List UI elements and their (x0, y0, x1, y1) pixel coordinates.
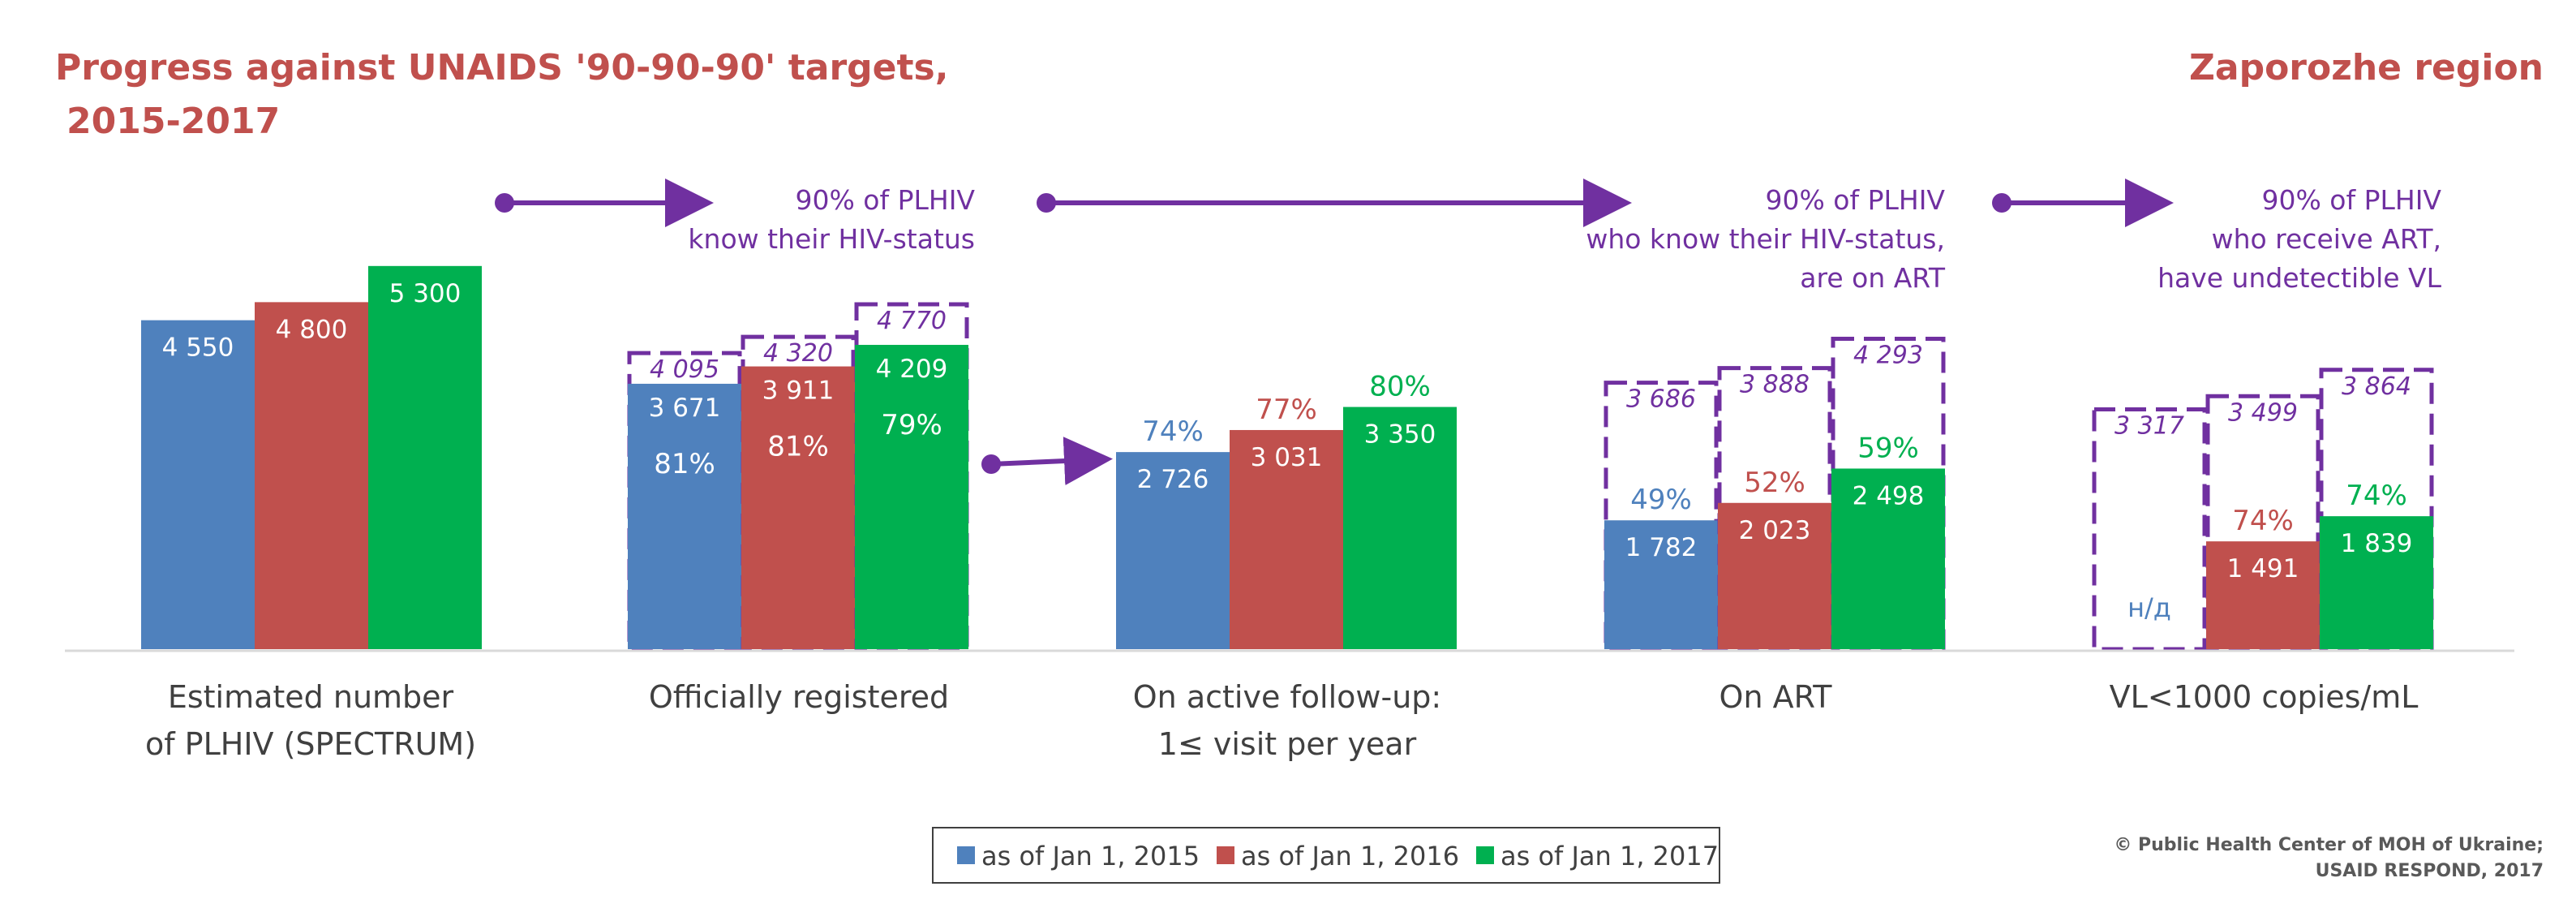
footer-line2: USAID RESPOND, 2017 (2316, 861, 2544, 881)
followup-arrow-dot (981, 454, 1001, 474)
target-3-line1: 90% of PLHIV (2261, 184, 2441, 216)
bar-label-1-1: 3 911 (762, 377, 835, 406)
target-label-3-1: 3 888 (1740, 371, 1810, 399)
bar-label-1-2: 4 209 (876, 355, 948, 384)
bar-percent-1-0: 81% (654, 448, 715, 480)
target-2-line1: 90% of PLHIV (1765, 184, 1945, 216)
chart-title-line2: 2015-2017 (67, 101, 280, 142)
target-2-line3: are on ART (1800, 262, 1946, 294)
category-label-2-line1: On active follow-up: (1133, 679, 1441, 715)
target-3-line2: who receive ART, (2212, 223, 2441, 255)
legend-swatch-2016 (1217, 846, 1234, 864)
target-1-line2: know their HIV-status (688, 223, 975, 255)
bar-label-3-1: 2 023 (1739, 516, 1811, 545)
category-label-2-line2: 1≤ visit per year (1158, 726, 1417, 762)
bar-percent-1-1: 81% (767, 431, 829, 463)
target-3-line3: have undetectible VL (2157, 262, 2442, 294)
legend-swatch-2015 (957, 846, 975, 864)
footer-line1: © Public Health Center of MOH of Ukraine… (2114, 835, 2544, 855)
bar-2-2 (1343, 407, 1457, 649)
target-arrow-1-dot (495, 193, 514, 213)
category-label-1-line1: Officially registered (649, 679, 949, 715)
bar-percent-2-0: 74% (1142, 415, 1204, 448)
target-label-1-1: 4 320 (763, 339, 833, 368)
bar-percent-3-1: 52% (1744, 467, 1805, 499)
bar-label-0-1: 4 800 (276, 315, 348, 344)
bar-label-4-2: 1 839 (2341, 529, 2413, 558)
target-label-4-0: 3 317 (2114, 411, 2184, 440)
legend: as of Jan 1, 2015 as of Jan 1, 2016 as o… (932, 827, 1720, 884)
target-label-1-2: 4 770 (877, 307, 947, 335)
bar-1-1 (741, 366, 855, 649)
plot-area: 4 550 4 800 5 300 4 095 3 671 81% 4 320 3 911 81… (141, 265, 2434, 652)
bar-percent-2-1: 77% (1256, 394, 1317, 426)
target-2-line2: who know their HIV-status, (1586, 223, 1945, 255)
target-arrow-3-dot (1992, 193, 2011, 213)
bar-3-0 (1604, 520, 1718, 649)
bar-label-1-0: 3 671 (649, 394, 721, 423)
legend-swatch-2017 (1476, 846, 1494, 864)
bar-label-2-2: 3 350 (1364, 420, 1436, 450)
bar-label-3-0: 1 782 (1625, 533, 1698, 562)
legend-label-2017: as of Jan 1, 2017 (1501, 841, 1719, 871)
bar-percent-1-2: 79% (881, 409, 942, 441)
legend-box (932, 827, 1720, 884)
bar-0-1 (255, 302, 368, 649)
chart-title-line1: Progress against UNAIDS '90-90-90' targe… (55, 47, 948, 88)
bar-3-2 (1831, 468, 1945, 649)
target-label-3-0: 3 686 (1626, 385, 1696, 414)
target-annotations: 90% of PLHIV know their HIV-status 90% o… (495, 179, 2442, 486)
target-label-4-2: 3 864 (2342, 372, 2411, 401)
target-label-3-2: 4 293 (1853, 342, 1923, 370)
bar-2-0 (1116, 452, 1230, 649)
target-label-1-0: 4 095 (650, 355, 719, 384)
bar-percent-3-2: 59% (1857, 432, 1919, 464)
target-box-4-0 (2092, 407, 2207, 652)
bar-4-2 (2320, 516, 2433, 649)
bar-label-2-1: 3 031 (1251, 443, 1323, 472)
target-1-line1: 90% of PLHIV (795, 184, 975, 216)
bar-percent-2-2: 80% (1369, 371, 1431, 403)
bar-label-3-2: 2 498 (1853, 481, 1925, 510)
bar-1-0 (628, 383, 741, 649)
bar-percent-4-2: 74% (2346, 480, 2407, 512)
bar-label-0-0: 4 550 (162, 334, 234, 363)
followup-arrow (990, 437, 1113, 486)
target-label-4-1: 3 499 (2228, 398, 2298, 427)
target-arrow-2-dot (1037, 193, 1056, 213)
category-label-4-line1: VL<1000 copies/mL (2110, 679, 2419, 715)
legend-label-2016: as of Jan 1, 2016 (1241, 841, 1459, 871)
category-label-0-line1: Estimated number (168, 679, 454, 715)
bar-label-4-1: 1 491 (2227, 554, 2299, 583)
legend-label-2015: as of Jan 1, 2015 (981, 841, 1200, 871)
category-labels: Estimated number of PLHIV (SPECTRUM) Off… (145, 679, 2418, 762)
bar-label-0-2: 5 300 (389, 279, 462, 308)
category-label-0-line2: of PLHIV (SPECTRUM) (145, 726, 476, 762)
bar-3-1 (1718, 502, 1831, 649)
bar-label-2-0: 2 726 (1137, 465, 1209, 494)
region-label: Zaporozhe region (2189, 47, 2544, 88)
bar-percent-4-1: 74% (2232, 505, 2294, 537)
bar-percent-3-0: 49% (1630, 484, 1692, 516)
bar-2-1 (1230, 429, 1343, 649)
bar-4-1 (2206, 541, 2320, 649)
bar-0-2 (368, 265, 482, 649)
bar-0-0 (141, 320, 255, 649)
category-label-3-line1: On ART (1719, 679, 1833, 715)
bar-1-2 (855, 345, 968, 649)
bar-label-4-0: н/д (2127, 592, 2171, 623)
